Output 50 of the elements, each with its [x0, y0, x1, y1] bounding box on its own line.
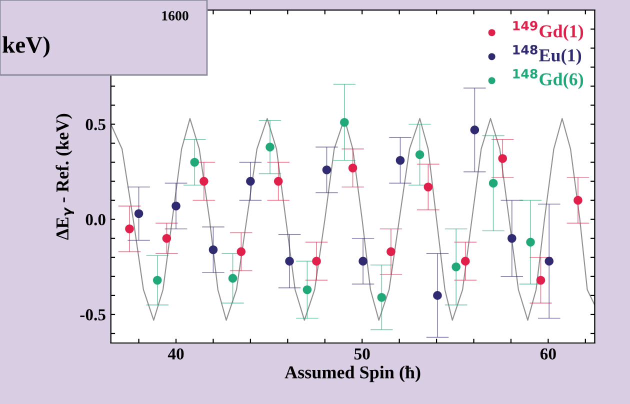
- point: [508, 234, 516, 243]
- x-tick-label: 60: [540, 348, 556, 360]
- y-axis-title: ΔE$_{γ}$ - Ref. (keV): [56, 114, 74, 240]
- point: [274, 176, 283, 186]
- legend-label: $^{148}$Eu(1): [513, 44, 582, 66]
- point: [266, 142, 274, 152]
- point: [200, 176, 208, 186]
- line-series: [110, 118, 595, 321]
- point: [285, 256, 294, 266]
- point: [125, 224, 134, 234]
- point: [424, 182, 433, 192]
- x-tick-label: 50: [354, 348, 370, 360]
- point: [470, 126, 480, 134]
- point: [322, 166, 332, 174]
- legend-label: $^{149}$Gd(1): [513, 20, 584, 42]
- y-tick-label: 0.5: [86, 118, 106, 130]
- point: [526, 238, 535, 247]
- point: [228, 274, 238, 283]
- point: [396, 156, 405, 165]
- point: [460, 256, 470, 266]
- point: [302, 285, 312, 294]
- point: [246, 176, 255, 186]
- point: [544, 256, 554, 266]
- point: [498, 154, 507, 163]
- point: [190, 158, 200, 167]
- point: [377, 292, 386, 302]
- point: [358, 256, 368, 266]
- point: [452, 262, 460, 272]
- y-tick-label: -0.5: [80, 309, 106, 320]
- legend-label: $^{148}$Gd(6): [513, 68, 584, 90]
- point: [386, 247, 396, 256]
- point: [162, 234, 172, 243]
- point: [172, 202, 180, 210]
- point: [153, 276, 162, 285]
- point: [415, 150, 424, 160]
- point: [433, 291, 442, 300]
- y-tick-label: 0.0: [86, 214, 106, 226]
- point: [536, 276, 546, 285]
- x-tick-label: 40: [168, 348, 184, 360]
- annotation: 1600: [162, 11, 188, 20]
- point: [312, 256, 321, 266]
- point: [340, 118, 349, 127]
- x-axis-title: Assumed Spin (ħ): [284, 366, 420, 382]
- point: [208, 245, 218, 254]
- point: [134, 209, 144, 218]
- point: [348, 164, 358, 172]
- point: [488, 178, 498, 188]
- text: keV): [2, 36, 50, 58]
- point: [236, 247, 246, 256]
- point: [574, 196, 582, 205]
